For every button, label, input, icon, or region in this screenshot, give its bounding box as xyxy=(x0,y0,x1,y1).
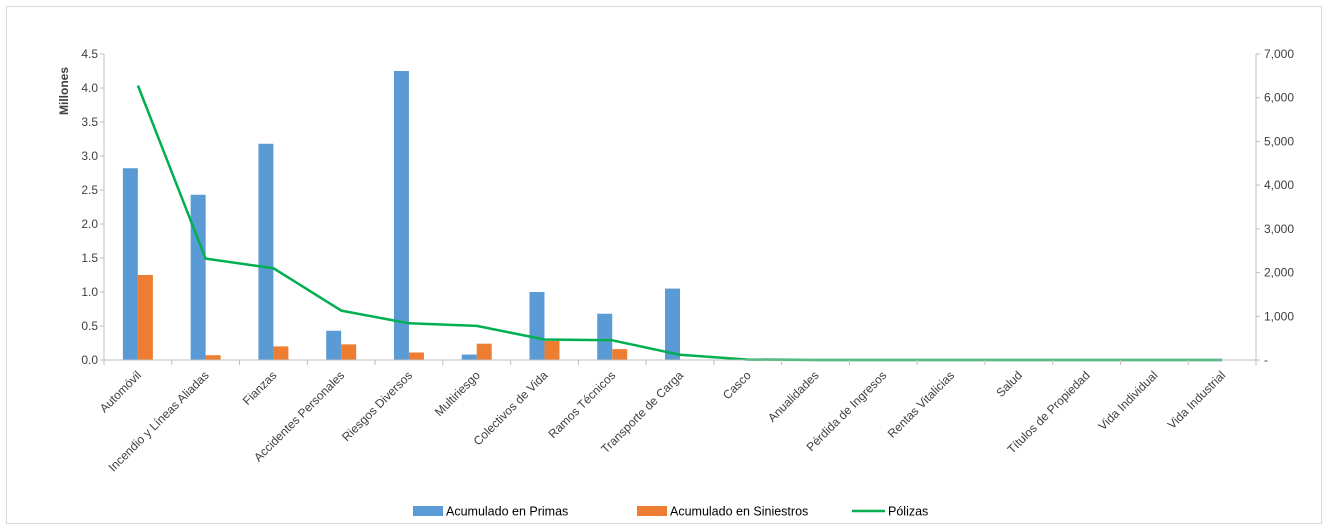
category-label: Rentas Vitalicias xyxy=(885,368,957,440)
legend-swatch xyxy=(637,506,667,516)
right-tick-label: 6,000 xyxy=(1264,91,1294,105)
left-tick-label: 1.0 xyxy=(81,285,98,299)
category-label: Anualidades xyxy=(765,368,822,425)
right-tick-label: 3,000 xyxy=(1264,222,1294,236)
bar-siniestros xyxy=(544,340,560,360)
left-tick-label: 0.0 xyxy=(81,353,98,367)
category-label: Riesgos Diversos xyxy=(339,368,415,444)
bar-siniestros xyxy=(408,352,424,360)
legend-swatch xyxy=(413,506,443,516)
category-label: Multiriesgo xyxy=(432,368,483,419)
category-label: Colectivos de Vida xyxy=(471,368,551,448)
left-tick-label: 4.0 xyxy=(81,81,98,95)
left-tick-label: 3.0 xyxy=(81,149,98,163)
bar-siniestros xyxy=(205,355,221,360)
category-label: Casco xyxy=(720,368,754,402)
category-label: Vida Individual xyxy=(1096,368,1161,433)
category-label: Fianzas xyxy=(240,368,280,408)
left-tick-label: 4.5 xyxy=(81,47,98,61)
bar-primas xyxy=(258,143,274,360)
bar-primas xyxy=(122,168,138,360)
legend-label: Acumulado en Siniestros xyxy=(670,505,808,519)
bar-siniestros xyxy=(137,275,153,360)
bars xyxy=(122,71,680,360)
category-label: Salud xyxy=(993,368,1025,400)
bar-primas xyxy=(190,194,206,360)
left-tick-label: 2.5 xyxy=(81,183,98,197)
bar-primas xyxy=(665,288,680,360)
bar-siniestros xyxy=(341,344,357,360)
right-tick-label: - xyxy=(1264,353,1268,367)
right-tick-label: 1,000 xyxy=(1264,309,1294,323)
right-tick-label: 5,000 xyxy=(1264,134,1294,148)
left-tick-label: 3.5 xyxy=(81,115,98,129)
right-tick-label: 7,000 xyxy=(1264,47,1294,61)
left-tick-label: 1.5 xyxy=(81,251,98,265)
bar-primas xyxy=(461,354,477,360)
category-label: Ramos Técnicos xyxy=(545,368,618,441)
bar-primas xyxy=(529,292,545,360)
legend-label: Pólizas xyxy=(888,505,928,519)
right-axis: - 1,000 2,000 3,000 4,000 5,000 6,000 7,000 xyxy=(1255,47,1294,367)
legend: Acumulado en Primas Acumulado en Siniestr… xyxy=(413,505,928,519)
bar-siniestros xyxy=(612,349,628,360)
bar-primas xyxy=(393,71,409,360)
legend-label: Acumulado en Primas xyxy=(446,505,568,519)
right-tick-label: 4,000 xyxy=(1264,178,1294,192)
chart-frame xyxy=(6,6,1322,524)
left-axis: 0.0 0.5 1.0 1.5 2.0 2.5 3.0 3.5 4.0 4.5 xyxy=(81,47,105,367)
y-axis-label: Millones xyxy=(57,67,71,115)
left-tick-label: 2.0 xyxy=(81,217,98,231)
left-tick-label: 0.5 xyxy=(81,319,98,333)
bar-primas xyxy=(326,330,342,360)
bar-siniestros xyxy=(476,343,492,360)
category-label: Vida Industrial xyxy=(1165,368,1229,432)
bar-siniestros xyxy=(273,346,289,360)
category-label: Automóvil xyxy=(97,368,144,415)
right-tick-label: 2,000 xyxy=(1264,266,1294,280)
bar-primas xyxy=(597,313,613,360)
